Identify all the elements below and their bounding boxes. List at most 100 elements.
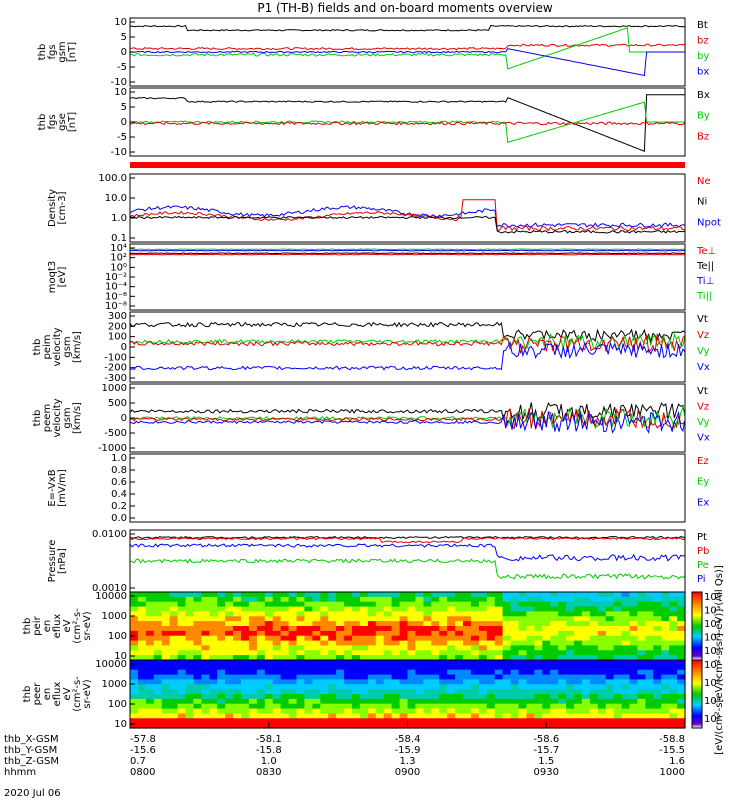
- spectrogram-cell: [431, 616, 440, 622]
- spectrogram-cell: [304, 718, 313, 724]
- spectrogram-cell: [415, 698, 424, 705]
- spectrogram-cell: [130, 713, 139, 719]
- spectrogram-cell: [542, 596, 551, 603]
- spectrogram-cell: [613, 592, 623, 598]
- spectrogram-cell: [455, 713, 464, 719]
- spectrogram-cell: [320, 630, 329, 637]
- legend-label: Bz: [697, 131, 709, 142]
- spectrogram-cell: [296, 723, 305, 729]
- spectrogram-cell: [581, 611, 591, 617]
- spectrogram-cell: [248, 713, 258, 719]
- spectrogram-cell: [130, 650, 139, 656]
- spectrogram-cell: [463, 655, 472, 661]
- spectrogram-cell: [534, 616, 543, 622]
- x-tick-label: -58.6: [533, 734, 559, 745]
- spectrogram-cell: [423, 611, 432, 617]
- spectrogram-cell: [486, 650, 496, 656]
- spectrogram-cell: [272, 616, 282, 622]
- spectrogram-cell: [550, 655, 559, 661]
- spectrogram-cell: [193, 689, 202, 695]
- spectrogram-cell: [264, 694, 274, 700]
- spectrogram-cell: [296, 601, 305, 608]
- spectrogram-cell: [352, 703, 361, 710]
- spectrogram-cell: [558, 645, 567, 651]
- spectrogram-cell: [423, 655, 432, 661]
- spectrogram-cell: [153, 635, 163, 642]
- spectrogram-cell: [391, 698, 401, 705]
- spectrogram-cell: [550, 650, 559, 656]
- spectrogram-cell: [304, 616, 313, 622]
- y-tick-label: 100: [108, 631, 127, 642]
- spectrogram-cell: [613, 630, 623, 637]
- spectrogram-cell: [486, 596, 496, 603]
- spectrogram-cell: [296, 596, 305, 603]
- spectrogram-cell: [177, 601, 187, 608]
- spectrogram-cell: [375, 596, 385, 603]
- spectrogram-cell: [296, 664, 305, 671]
- spectrogram-cell: [153, 698, 163, 705]
- spectrogram-cell: [193, 698, 202, 705]
- colorbar-tick-label: 10²: [704, 714, 721, 725]
- spectrogram-cell: [653, 635, 662, 642]
- spectrogram-cell: [637, 694, 646, 700]
- y-tick-label: 100: [108, 699, 127, 710]
- spectrogram-cell: [153, 660, 163, 666]
- spectrogram-cell: [605, 655, 615, 661]
- spectrogram-cell: [177, 698, 187, 705]
- spectrogram-cell: [407, 664, 416, 671]
- spectrogram-cell: [217, 601, 226, 608]
- spectrogram-cell: [177, 621, 187, 627]
- spectrogram-cell: [209, 611, 218, 617]
- spectrogram-cell: [161, 621, 171, 627]
- spectrogram-cell: [288, 703, 298, 710]
- spectrogram-cell: [137, 674, 147, 681]
- spectrogram-cell: [439, 713, 448, 719]
- spectrogram-cell: [328, 664, 337, 671]
- x-tick-label: 1.6: [669, 756, 685, 767]
- spectrogram-cell: [217, 674, 226, 681]
- spectrogram-cell: [367, 694, 377, 700]
- spectrogram-cell: [669, 703, 678, 710]
- spectrogram-cell: [185, 698, 194, 705]
- spectrogram-cell: [534, 718, 543, 724]
- spectrogram-cell: [225, 723, 234, 729]
- spectrogram-cell: [225, 664, 234, 671]
- spectrogram-cell: [463, 684, 472, 690]
- spectrogram-cell: [574, 718, 583, 724]
- spectrogram-cell: [558, 635, 567, 642]
- spectrogram-cell: [233, 718, 242, 724]
- spectrogram-cell: [486, 630, 496, 637]
- spectrogram-cell: [241, 626, 250, 632]
- spectrogram-cell: [550, 713, 559, 719]
- spectrogram-cell: [225, 645, 234, 651]
- spectrogram-cell: [605, 669, 615, 676]
- spectrogram-cell: [359, 601, 369, 608]
- spectrogram-cell: [463, 664, 472, 671]
- spectrogram-cell: [589, 718, 599, 724]
- spectrogram-cell: [233, 660, 242, 666]
- spectrogram-cell: [201, 645, 210, 651]
- spectrogram-cell: [661, 611, 670, 617]
- series-line: [129, 252, 686, 255]
- spectrogram-cell: [336, 640, 345, 647]
- spectrogram-cell: [169, 703, 179, 710]
- spectrogram-cell: [407, 635, 416, 642]
- spectrogram-cell: [542, 684, 551, 690]
- spectrogram-cell: [399, 635, 409, 642]
- spectrogram-cell: [518, 601, 527, 608]
- spectrogram-cell: [526, 592, 535, 598]
- spectrogram-cell: [661, 679, 670, 685]
- spectrogram-cell: [526, 655, 535, 661]
- spectrogram-cell: [328, 723, 337, 729]
- spectrogram-cell: [296, 698, 305, 705]
- series-line: [129, 543, 686, 562]
- spectrogram-cell: [264, 611, 274, 617]
- spectrogram-cell: [621, 703, 631, 710]
- spectrogram-cell: [304, 655, 313, 661]
- spectrogram-cell: [344, 660, 353, 666]
- spectrogram-cell: [145, 635, 155, 642]
- spectrogram-cell: [264, 703, 274, 710]
- spectrogram-cell: [470, 645, 480, 651]
- spectrogram-cell: [510, 723, 520, 729]
- y-axis-label: gsm: [62, 407, 73, 428]
